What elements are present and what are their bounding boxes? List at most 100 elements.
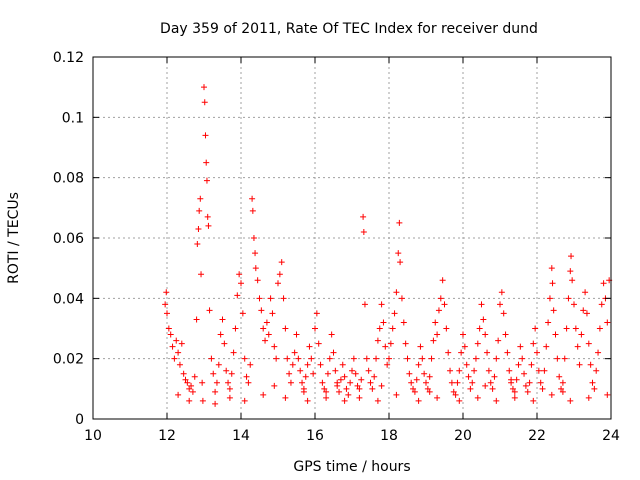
data-point-marker (205, 222, 212, 229)
data-point-marker (315, 340, 322, 347)
data-point-marker (569, 277, 576, 284)
data-point-marker (548, 265, 555, 272)
data-point-marker (175, 349, 182, 356)
data-point-marker (559, 388, 566, 395)
data-point-marker (243, 373, 250, 380)
data-point-marker (245, 379, 252, 386)
data-point-marker (580, 307, 587, 314)
data-point-marker (300, 388, 307, 395)
data-point-marker (332, 367, 339, 374)
data-point-marker (391, 310, 398, 317)
data-point-marker (361, 301, 368, 308)
data-point-marker (284, 355, 291, 362)
x-tick-label: 10 (84, 428, 102, 444)
data-point-marker (378, 382, 385, 389)
data-point-marker (443, 325, 450, 332)
data-point-marker (454, 379, 461, 386)
data-point-marker (326, 355, 333, 362)
data-point-marker (511, 394, 518, 401)
data-point-marker (206, 307, 213, 314)
data-point-marker (487, 379, 494, 386)
data-point-marker (474, 340, 481, 347)
data-point-marker (389, 325, 396, 332)
data-point-marker (167, 331, 174, 338)
data-point-marker (176, 361, 183, 368)
data-point-marker (345, 391, 352, 398)
x-tick-label: 16 (306, 428, 324, 444)
data-point-marker (271, 382, 278, 389)
data-point-marker (376, 325, 383, 332)
chart-title: Day 359 of 2011, Rate Of TEC Index for r… (160, 21, 538, 37)
data-point-marker (336, 388, 343, 395)
data-point-marker (219, 316, 226, 323)
data-point-marker (194, 241, 201, 248)
data-point-marker (387, 340, 394, 347)
data-point-marker (428, 355, 435, 362)
data-point-marker (180, 370, 187, 377)
x-tick-label: 18 (380, 428, 398, 444)
y-tick-label: 0.08 (53, 171, 84, 187)
data-point-marker (421, 370, 428, 377)
data-point-marker (203, 177, 210, 184)
data-point-marker (197, 195, 204, 202)
data-point-marker (212, 388, 219, 395)
data-point-marker (559, 379, 566, 386)
data-point-marker (568, 253, 575, 260)
data-point-marker (456, 397, 463, 404)
data-point-marker (524, 388, 531, 395)
data-point-marker (539, 385, 546, 392)
data-point-marker (434, 331, 441, 338)
data-point-marker (312, 325, 318, 332)
data-point-marker (535, 367, 542, 374)
data-point-marker (291, 349, 298, 356)
data-point-marker (369, 385, 376, 392)
data-point-marker (175, 391, 182, 398)
data-point-marker (188, 382, 195, 389)
data-point-marker (545, 319, 552, 326)
data-point-marker (250, 235, 257, 241)
data-point-marker (252, 250, 259, 257)
data-point-marker (230, 349, 237, 356)
data-point-marker (234, 292, 241, 299)
data-point-marker (396, 219, 403, 226)
data-point-marker (583, 310, 590, 317)
data-point-marker (528, 361, 535, 368)
data-point-marker (365, 367, 372, 374)
data-point-marker (164, 310, 170, 317)
data-point-marker (186, 397, 193, 404)
data-point-marker (461, 343, 468, 350)
data-point-marker (278, 259, 285, 266)
data-point-marker (202, 132, 209, 139)
data-point-marker (593, 367, 600, 374)
data-point-marker (398, 295, 405, 302)
data-point-marker (552, 331, 559, 338)
data-point-marker (498, 289, 505, 296)
data-point-marker (430, 337, 437, 344)
data-point-marker (358, 376, 365, 383)
data-point-marker (339, 361, 346, 368)
data-point-marker (323, 388, 330, 395)
data-point-marker (423, 379, 429, 386)
data-point-marker (495, 337, 502, 344)
data-point-marker (271, 343, 278, 350)
data-point-marker (572, 325, 579, 332)
data-point-marker (198, 271, 205, 278)
data-point-marker (249, 195, 256, 202)
data-point-marker (469, 379, 476, 386)
data-point-marker (267, 295, 274, 302)
data-point-marker (196, 207, 203, 214)
data-point-marker (226, 385, 233, 392)
data-point-marker (598, 301, 605, 308)
data-point-marker (330, 349, 337, 356)
data-point-marker (426, 373, 433, 380)
data-point-marker (558, 385, 565, 392)
data-point-marker (447, 367, 454, 374)
data-point-marker (199, 379, 206, 386)
data-point-marker (463, 361, 470, 368)
data-point-marker (201, 99, 208, 106)
data-point-marker (162, 301, 169, 308)
data-point-marker (212, 400, 219, 407)
data-point-marker (293, 331, 300, 338)
data-point-marker (595, 349, 602, 356)
data-point-marker (508, 376, 515, 383)
